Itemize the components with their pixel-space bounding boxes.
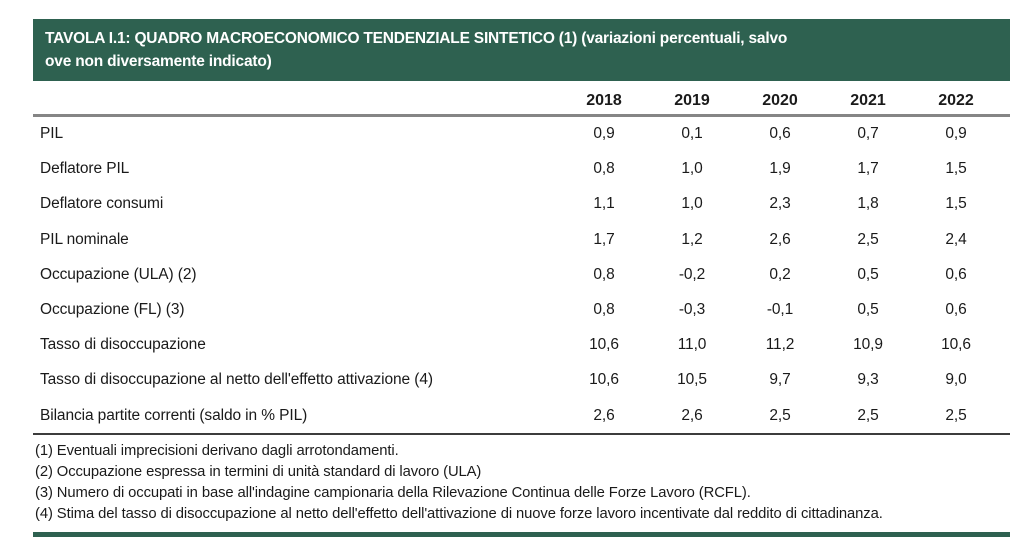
row-label: Deflatore PIL <box>40 160 130 178</box>
row-value: -0,1 <box>766 301 794 319</box>
row-label: Tasso di disoccupazione al netto dell'ef… <box>40 371 433 389</box>
row-label: Bilancia partite correnti (saldo in % PI… <box>40 406 308 424</box>
table-row: PIL 0,9 0,1 0,6 0,7 0,9 <box>33 117 1010 152</box>
row-value: -0,3 <box>678 301 706 319</box>
row-value: 0,5 <box>857 265 879 283</box>
row-label: Tasso di disoccupazione <box>40 336 206 354</box>
row-value: 10,5 <box>677 371 707 389</box>
row-value: 2,6 <box>681 406 703 424</box>
row-label: Occupazione (FL) (3) <box>40 301 185 319</box>
footnote: (3) Numero di occupati in base all'indag… <box>35 484 751 501</box>
row-value: 9,7 <box>769 371 791 389</box>
footnote: (1) Eventuali imprecisioni derivano dagl… <box>35 442 399 459</box>
row-value: 0,8 <box>593 160 615 178</box>
year-header: 2019 <box>674 92 710 109</box>
row-value: 1,5 <box>945 160 967 178</box>
document-page: TAVOLA I.1: QUADRO MACROECONOMICO TENDEN… <box>33 0 1010 537</box>
year-header: 2020 <box>762 92 798 109</box>
row-value: 2,5 <box>857 406 879 424</box>
row-value: 2,5 <box>945 406 967 424</box>
row-value: 10,6 <box>589 371 619 389</box>
table-header-row: 2018 2019 2020 2021 2022 <box>33 81 1010 114</box>
row-value: 10,6 <box>589 336 619 354</box>
table-row: Tasso di disoccupazione al netto dell'ef… <box>33 363 1010 398</box>
year-header: 2022 <box>938 92 974 109</box>
row-label: PIL <box>40 125 63 143</box>
row-value: 10,9 <box>853 336 883 354</box>
row-value: 1,7 <box>593 230 615 248</box>
row-label: PIL nominale <box>40 230 129 248</box>
row-label: Deflatore consumi <box>40 195 164 213</box>
row-value: 2,3 <box>769 195 791 213</box>
table-title-line2: ove non diversamente indicato) <box>45 53 272 70</box>
footnotes: (1) Eventuali imprecisioni derivano dagl… <box>33 435 1010 532</box>
row-value: 1,9 <box>769 160 791 178</box>
table-row: Deflatore consumi 1,1 1,0 2,3 1,8 1,5 <box>33 187 1010 222</box>
row-value: 0,9 <box>593 125 615 143</box>
row-value: 0,6 <box>945 301 967 319</box>
row-value: 11,2 <box>765 336 795 354</box>
row-value: 2,6 <box>593 406 615 424</box>
row-value: 0,7 <box>857 125 879 143</box>
row-value: 2,6 <box>769 230 791 248</box>
table-row: Occupazione (ULA) (2) 0,8 -0,2 0,2 0,5 0,6 <box>33 257 1010 292</box>
row-value: 0,6 <box>769 125 791 143</box>
year-header: 2018 <box>586 92 622 109</box>
table-row: Occupazione (FL) (3) 0,8 -0,3 -0,1 0,5 0,6 <box>33 292 1010 327</box>
table-row: Bilancia partite correnti (saldo in % PI… <box>33 398 1010 433</box>
row-value: 9,0 <box>945 371 967 389</box>
footnote: (2) Occupazione espressa in termini di u… <box>35 463 482 480</box>
row-value: -0,2 <box>678 265 706 283</box>
footnote: (4) Stima del tasso di disoccupazione al… <box>35 505 883 522</box>
table-title-banner: TAVOLA I.1: QUADRO MACROECONOMICO TENDEN… <box>33 19 1010 81</box>
row-value: 0,5 <box>857 301 879 319</box>
row-value: 1,5 <box>945 195 967 213</box>
row-value: 1,7 <box>857 160 879 178</box>
row-value: 2,5 <box>857 230 879 248</box>
row-value: 2,5 <box>769 406 791 424</box>
row-value: 0,8 <box>593 301 615 319</box>
bottom-border-bar <box>33 531 1010 537</box>
row-value: 1,0 <box>681 195 703 213</box>
row-value: 9,3 <box>857 371 879 389</box>
table-row: PIL nominale 1,7 1,2 2,6 2,5 2,4 <box>33 222 1010 257</box>
row-value: 0,8 <box>593 265 615 283</box>
row-value: 1,2 <box>681 230 703 248</box>
row-value: 10,6 <box>941 336 971 354</box>
table-title-line1: TAVOLA I.1: QUADRO MACROECONOMICO TENDEN… <box>45 30 788 47</box>
row-value: 0,6 <box>945 265 967 283</box>
table-row: Tasso di disoccupazione 10,6 11,0 11,2 10,9 1… <box>33 328 1010 363</box>
header-divider <box>33 114 1010 117</box>
footnote-divider <box>33 433 1010 435</box>
row-value: 0,2 <box>769 265 791 283</box>
row-value: 1,1 <box>593 195 615 213</box>
row-value: 2,4 <box>945 230 967 248</box>
row-value: 0,9 <box>945 125 967 143</box>
row-value: 1,8 <box>857 195 879 213</box>
table-body: PIL 0,9 0,1 0,6 0,7 0,9 Deflatore PIL 0,8 1,0 1,9… <box>33 117 1010 434</box>
row-value: 0,1 <box>681 125 703 143</box>
row-value: 11,0 <box>677 336 707 354</box>
row-value: 1,0 <box>681 160 703 178</box>
year-header: 2021 <box>850 92 886 109</box>
table-row: Deflatore PIL 0,8 1,0 1,9 1,7 1,5 <box>33 152 1010 187</box>
row-label: Occupazione (ULA) (2) <box>40 265 197 283</box>
